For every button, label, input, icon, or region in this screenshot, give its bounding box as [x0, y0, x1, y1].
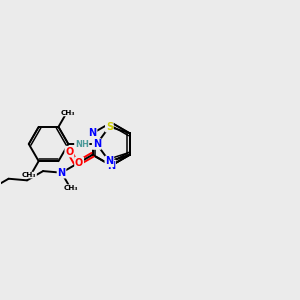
Text: N: N: [88, 128, 97, 138]
Text: O: O: [75, 158, 83, 167]
Text: CH₃: CH₃: [22, 172, 37, 178]
Text: N: N: [93, 139, 101, 149]
Text: CH₃: CH₃: [64, 185, 79, 191]
Text: O: O: [65, 147, 74, 157]
Text: N: N: [105, 156, 113, 167]
Text: N: N: [58, 168, 66, 178]
Text: CH₃: CH₃: [61, 110, 75, 116]
Text: NH: NH: [75, 140, 89, 148]
Text: S: S: [106, 122, 113, 132]
Text: N: N: [107, 160, 115, 170]
